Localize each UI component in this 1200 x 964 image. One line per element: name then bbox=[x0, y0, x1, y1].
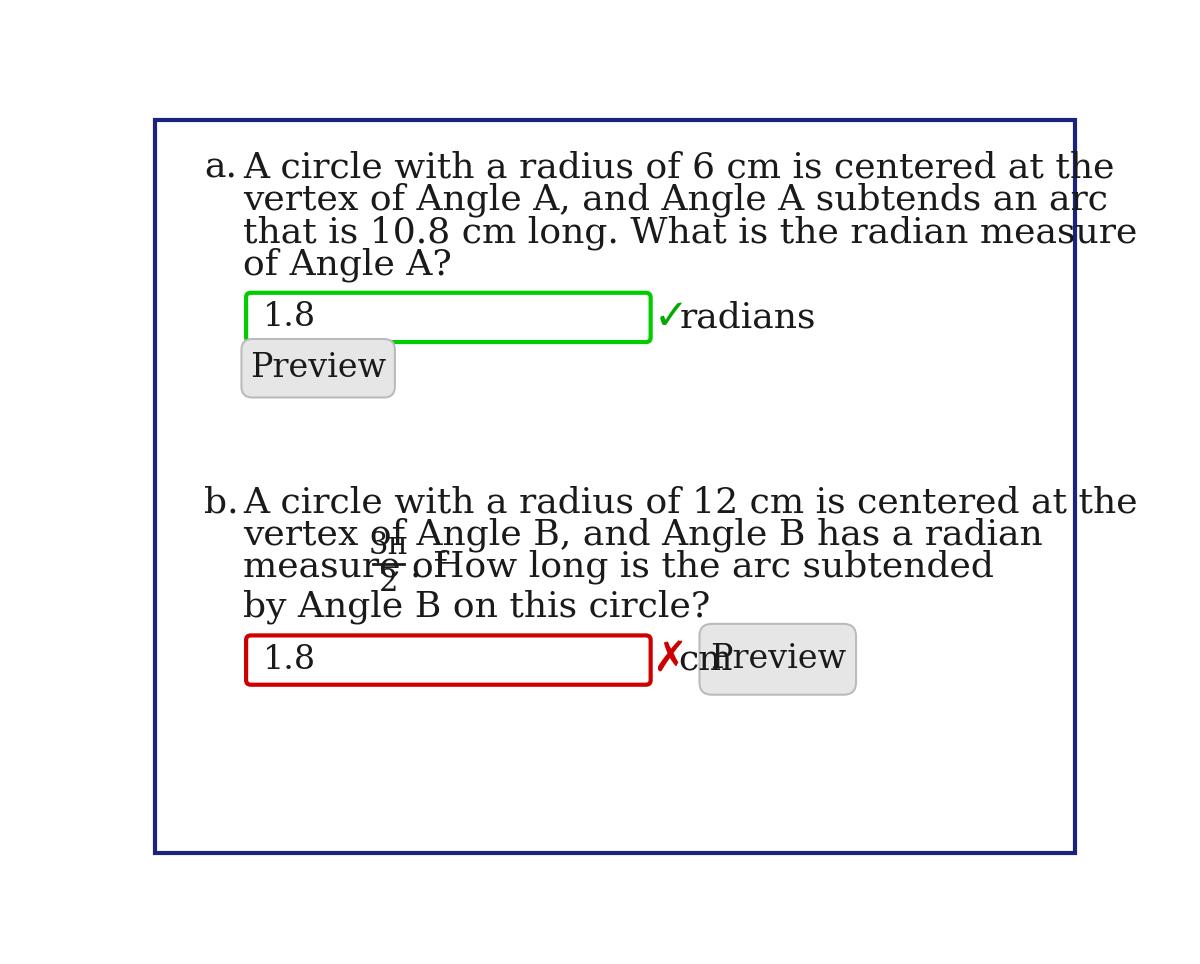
Text: 1.8: 1.8 bbox=[263, 302, 317, 334]
FancyBboxPatch shape bbox=[241, 339, 395, 397]
Text: ✗: ✗ bbox=[653, 639, 688, 682]
Text: 2: 2 bbox=[379, 567, 398, 598]
Text: vertex of Angle A, and Angle A subtends an arc: vertex of Angle A, and Angle A subtends … bbox=[242, 182, 1108, 217]
FancyBboxPatch shape bbox=[246, 293, 650, 342]
FancyBboxPatch shape bbox=[246, 635, 650, 684]
Text: vertex of Angle B, and Angle B has a radian: vertex of Angle B, and Angle B has a rad… bbox=[242, 518, 1043, 552]
FancyBboxPatch shape bbox=[700, 624, 856, 695]
Text: radians: radians bbox=[680, 301, 817, 335]
Text: cm: cm bbox=[678, 643, 733, 677]
Text: measure of: measure of bbox=[242, 549, 458, 584]
Text: . How long is the arc subtended: . How long is the arc subtended bbox=[410, 549, 995, 584]
Text: by Angle B on this circle?: by Angle B on this circle? bbox=[242, 590, 710, 625]
Text: a.: a. bbox=[204, 150, 238, 184]
Text: 3π: 3π bbox=[368, 530, 408, 561]
Text: Preview: Preview bbox=[250, 352, 386, 385]
Text: b.: b. bbox=[204, 485, 239, 520]
Text: that is 10.8 cm long. What is the radian measure: that is 10.8 cm long. What is the radian… bbox=[242, 215, 1138, 250]
Text: of Angle A?: of Angle A? bbox=[242, 248, 451, 281]
Text: A circle with a radius of 12 cm is centered at the: A circle with a radius of 12 cm is cente… bbox=[242, 485, 1138, 520]
Text: ✓: ✓ bbox=[654, 296, 689, 338]
Text: A circle with a radius of 6 cm is centered at the: A circle with a radius of 6 cm is center… bbox=[242, 150, 1115, 184]
Text: 1.8: 1.8 bbox=[263, 644, 317, 676]
Text: Preview: Preview bbox=[709, 643, 846, 676]
